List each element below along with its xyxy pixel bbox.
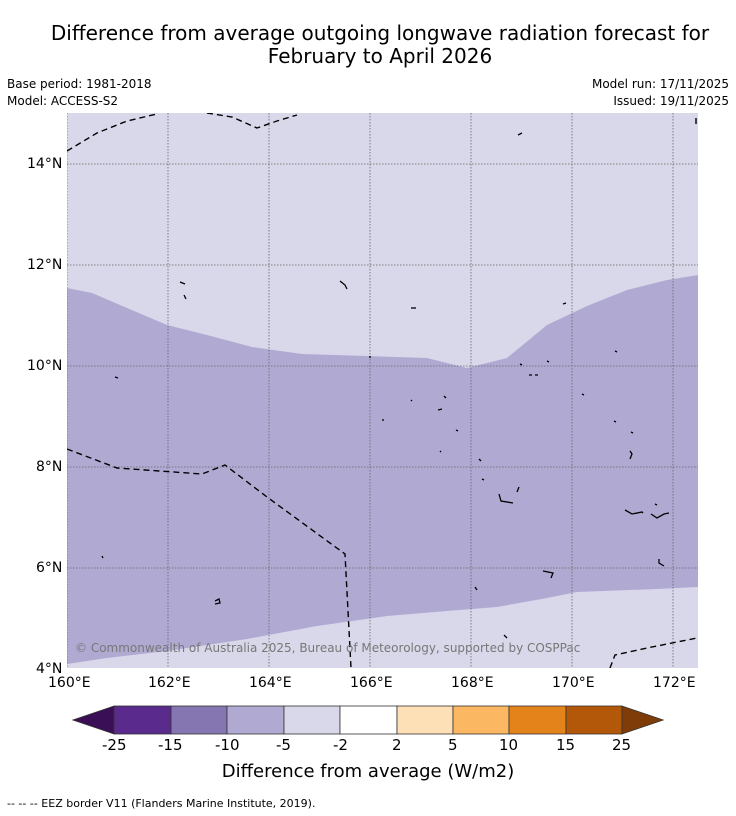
title-line-1: Difference from average outgoing longwav… (50, 21, 710, 45)
colorbar-title: Difference from average (W/m2) (221, 761, 515, 782)
colorbar-label-15: 15 (556, 736, 576, 754)
eez-borders (67, 113, 698, 668)
x-tick-172e: 172°E (653, 675, 696, 691)
base-period: Base period: 1981-2018 (7, 77, 152, 91)
colorbar-segment-10-15 (508, 705, 567, 735)
colorbar-segment-2-5 (396, 705, 454, 735)
colorbar-segment-15-25 (565, 705, 623, 735)
copyright-notice: © Commonwealth of Australia 2025, Bureau… (75, 641, 581, 655)
y-tick-4n: 4°N (36, 661, 63, 677)
chart-title: Difference from average outgoing longwav… (0, 22, 736, 68)
colorbar-label-minus10: -10 (215, 736, 240, 754)
x-tick-170e: 170°E (552, 675, 595, 691)
colorbar-label-2: 2 (392, 736, 402, 754)
y-tick-12n: 12°N (27, 257, 63, 273)
x-tick-166e: 166°E (350, 675, 393, 691)
band-minus10-minus5 (67, 275, 698, 664)
colorbar-segment-5-10 (452, 705, 510, 735)
map-panel (67, 113, 698, 668)
x-tick-160e: 160°E (48, 675, 91, 691)
colorbar-segment-minus5-minus2 (283, 705, 341, 735)
colorbar-segment-minus15-minus10 (170, 705, 228, 735)
colorbar-segment-minus10-minus5 (226, 705, 285, 735)
colorbar-label-minus15: -15 (158, 736, 183, 754)
colorbar-label-10: 10 (499, 736, 519, 754)
colorbar-segment-minus25-minus15 (113, 705, 172, 735)
x-tick-164e: 164°E (249, 675, 292, 691)
colorbar-label-25: 25 (612, 736, 632, 754)
colorbar-label-minus5: -5 (276, 736, 291, 754)
colorbar-segment-minus2-2 (339, 705, 398, 735)
y-tick-8n: 8°N (36, 459, 63, 475)
colorbar-label-5: 5 (448, 736, 458, 754)
issued-date: Issued: 19/11/2025 (613, 94, 729, 108)
gridlines (67, 113, 698, 668)
x-tick-162e: 162°E (148, 675, 191, 691)
colorbar (72, 705, 664, 735)
islands (101, 132, 670, 639)
title-line-2: February to April 2026 (267, 44, 493, 68)
eez-legend: -- -- -- EEZ border V11 (Flanders Marine… (7, 797, 316, 810)
y-tick-6n: 6°N (36, 560, 63, 576)
y-tick-14n: 14°N (27, 156, 63, 172)
colorbar-extension-low (72, 705, 115, 735)
y-tick-10n: 10°N (27, 358, 63, 374)
colorbar-extension-high (621, 705, 664, 735)
x-tick-168e: 168°E (451, 675, 494, 691)
model-name: Model: ACCESS-S2 (7, 94, 119, 108)
colorbar-label-minus2: -2 (333, 736, 348, 754)
colorbar-label-minus25: -25 (102, 736, 127, 754)
model-run: Model run: 17/11/2025 (591, 77, 729, 91)
